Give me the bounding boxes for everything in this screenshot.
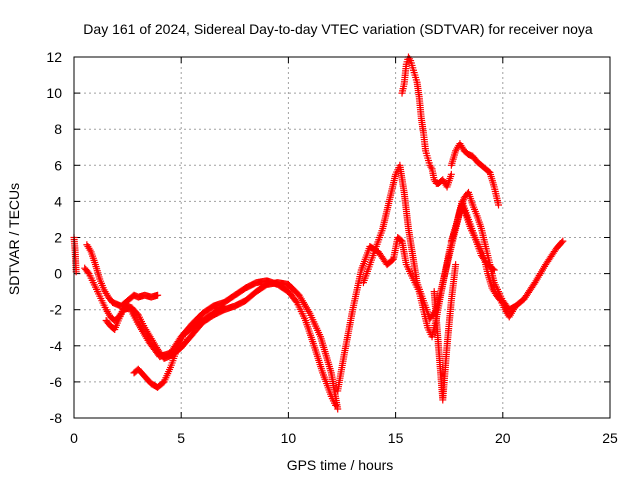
x-axis-label: GPS time / hours [287,457,394,473]
y-tick-label: 6 [54,157,62,173]
data-points [70,53,567,413]
series-s10 [430,261,460,404]
series-s4 [102,279,342,413]
y-tick-label: -2 [50,302,63,318]
y-tick-label: 2 [54,230,62,246]
data-point-marker [485,168,493,176]
y-tick-label: 12 [46,49,62,65]
data-point-marker [559,237,567,245]
data-point-marker [292,297,300,305]
data-point-marker [397,236,405,244]
data-point-marker [154,291,162,299]
y-tick-label: 4 [54,193,62,209]
data-point-marker [84,268,92,276]
series-s1 [70,234,80,276]
chart-title: Day 161 of 2024, Sidereal Day-to-day VTE… [83,21,593,37]
x-tick-labels: 0 5 10 15 20 25 [70,430,618,446]
series-s11 [447,188,520,314]
y-tick-label: 8 [54,121,62,137]
data-point-marker [447,170,455,178]
data-point-marker [388,256,396,264]
y-axis-label: SDTVAR / TECUs [6,183,22,295]
y-tick-label: -4 [50,338,63,354]
x-tick-label: 0 [70,430,78,446]
series-s9 [447,140,503,209]
data-point-marker [512,302,520,310]
plot-frame [73,56,611,419]
series-s5 [130,302,228,391]
y-tick-label: 10 [46,85,62,101]
data-point-marker [219,303,227,311]
data-point-marker [495,201,503,209]
x-tick-label: 15 [388,430,404,446]
series-s2 [83,241,162,310]
data-point-marker [427,163,435,171]
series-s7 [359,161,498,323]
x-tick-label: 10 [281,430,297,446]
series-s8 [398,53,455,191]
data-point-marker [558,238,566,246]
data-point-marker [452,261,460,269]
x-tick-label: 20 [495,430,511,446]
data-point-marker [511,303,519,311]
y-tick-labels: -8 -6 -4 -2 0 2 4 6 8 10 12 [46,49,62,426]
data-point-marker [220,302,228,310]
x-tick-label: 5 [177,430,185,446]
data-point-marker [334,405,342,413]
grid-lines [74,57,610,418]
y-tick-label: -6 [50,374,63,390]
x-tick-label: 25 [602,430,618,446]
series-s3 [81,264,340,409]
y-tick-label: 0 [54,266,62,282]
y-tick-label: -8 [50,410,63,426]
